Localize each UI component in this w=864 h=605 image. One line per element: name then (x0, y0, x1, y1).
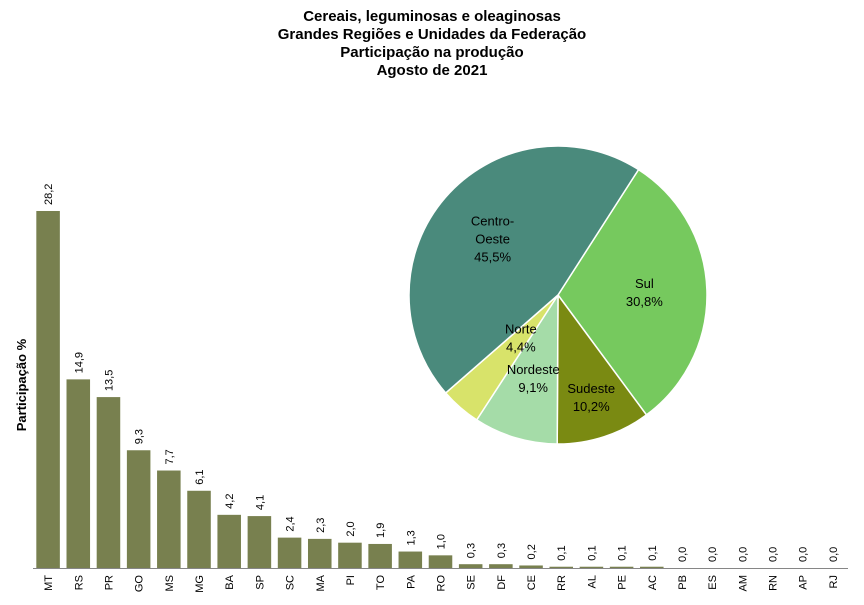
bar-chart: Participação % 28,2 MT 14,9 RS 13,5 PR 9,3 GO 7,… (14, 184, 848, 593)
bar-pr (96, 397, 121, 568)
x-tick-label-al: AL (586, 575, 598, 588)
x-tick-label-go: GO (134, 575, 146, 593)
title-line-2: Grandes Regiões e Unidades da Federação (277, 26, 587, 43)
data-label-pr: 13,5 (103, 370, 115, 391)
x-tick-label-se: SE (466, 575, 478, 590)
x-tick-label-rn: RN (768, 575, 780, 591)
bar-to (368, 543, 392, 568)
pie-slice-sul (557, 168, 708, 416)
data-label-ba: 4,2 (224, 494, 236, 509)
bar-rs (66, 379, 91, 568)
bar-sc (277, 537, 302, 568)
data-label-ac: 0,1 (647, 545, 659, 560)
pie-label-sul: Sul 30,8% (626, 276, 663, 309)
data-label-ap: 0,0 (798, 547, 810, 562)
x-tick-label-es: ES (707, 575, 719, 590)
bar-ms (157, 470, 181, 568)
bar-df (489, 564, 513, 568)
bar-pi (338, 542, 362, 568)
bar-se (458, 564, 483, 568)
pie-label-centro: Centro-Oeste 45,5% (471, 214, 514, 265)
data-label-ms: 7,7 (164, 449, 176, 464)
x-tick-label-ma: MA (315, 574, 327, 591)
data-label-to: 1,9 (375, 523, 387, 538)
x-tick-label-pi: PI (345, 575, 357, 585)
data-label-ro: 1,0 (436, 534, 448, 549)
x-tick-label-df: DF (496, 575, 508, 590)
pie-slice-nordeste (475, 292, 559, 445)
data-label-ce: 0,2 (526, 544, 538, 559)
data-label-pi: 2,0 (345, 521, 357, 536)
bar-ba (217, 514, 241, 568)
data-label-am: 0,0 (737, 547, 749, 562)
x-tick-label-sp: SP (254, 575, 266, 590)
y-axis-label: Participação % (14, 338, 29, 431)
data-label-mt: 28,2 (43, 184, 55, 205)
x-tick-label-ro: RO (436, 575, 448, 592)
title-line-4: Agosto de 2021 (376, 62, 488, 79)
bar-mg (187, 490, 211, 568)
x-tick-label-sc: SC (285, 575, 297, 590)
x-tick-label-am: AM (737, 575, 749, 592)
x-tick-label-ms: MS (164, 575, 176, 592)
chart-title: Cereais, leguminosas e oleaginosas Grand… (0, 8, 864, 80)
pie-slice-centro (408, 145, 640, 394)
bar-go (126, 450, 151, 568)
x-tick-label-ac: AC (647, 575, 659, 590)
bar-ro (428, 555, 453, 568)
data-label-sp: 4,1 (254, 495, 266, 510)
bar-mt (36, 210, 60, 569)
data-label-ma: 2,3 (315, 518, 327, 533)
bar-sp (247, 516, 272, 568)
data-label-rs: 14,9 (73, 352, 85, 373)
pie-label-norte: Norte 4,4% (505, 322, 537, 355)
data-label-sc: 2,4 (285, 516, 297, 531)
title-line-3: Participação na produção (340, 44, 524, 61)
bar-ma (307, 538, 332, 568)
data-label-pe: 0,1 (617, 545, 629, 560)
data-label-mg: 6,1 (194, 469, 206, 484)
data-label-rn: 0,0 (768, 547, 780, 562)
x-tick-label-pr: PR (103, 575, 115, 590)
data-label-es: 0,0 (707, 547, 719, 562)
pie-label-sudeste: Sudeste 10,2% (567, 381, 615, 414)
x-tick-label-ap: AP (798, 575, 810, 590)
x-tick-label-ce: CE (526, 575, 538, 590)
x-tick-label-ba: BA (224, 574, 236, 589)
bar-rr (549, 566, 574, 568)
bar-pe (609, 566, 634, 568)
x-tick-label-rs: RS (73, 575, 85, 590)
x-tick-label-to: TO (375, 575, 387, 591)
data-label-pb: 0,0 (677, 547, 689, 562)
data-label-pa: 1,3 (405, 530, 417, 545)
bar-pa (398, 551, 423, 568)
pie-label-nordeste: Nordeste 9,1% (507, 362, 560, 395)
x-tick-label-rr: RR (556, 575, 568, 591)
x-tick-label-mg: MG (194, 575, 206, 593)
data-label-rj: 0,0 (828, 547, 840, 562)
data-label-al: 0,1 (586, 545, 598, 560)
pie-chart: Centro-Oeste 45,5%Sul 30,8%Sudeste 10,2%Nor… (408, 145, 708, 445)
pie-slice-sudeste (556, 292, 648, 445)
x-tick-label-pa: PA (405, 574, 417, 589)
bar-ac (640, 566, 664, 568)
data-label-go: 9,3 (134, 429, 146, 444)
bar-al (579, 566, 604, 568)
title-line-1: Cereais, leguminosas e oleaginosas (303, 8, 561, 25)
bar-ce (519, 565, 543, 568)
x-tick-label-mt: MT (43, 575, 55, 591)
x-tick-label-rj: RJ (828, 575, 840, 588)
data-label-se: 0,3 (466, 543, 478, 558)
x-tick-label-pe: PE (617, 575, 629, 590)
data-label-rr: 0,1 (556, 545, 568, 560)
x-tick-label-pb: PB (677, 575, 689, 590)
data-label-df: 0,3 (496, 543, 508, 558)
